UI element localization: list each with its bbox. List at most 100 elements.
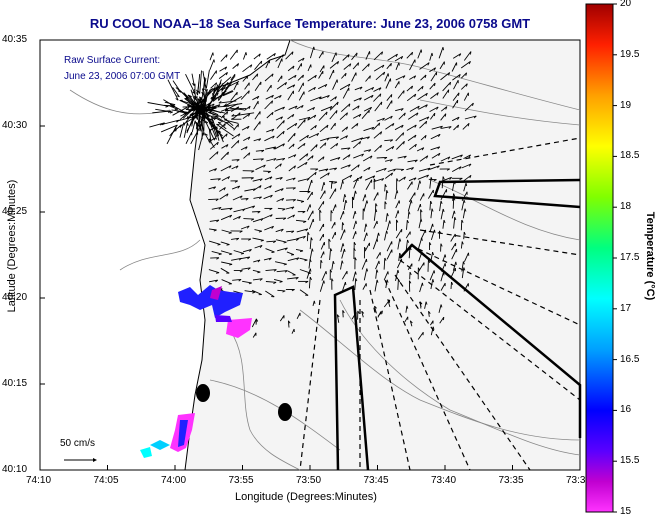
current-vector-head	[397, 279, 401, 283]
current-vector-head	[229, 165, 232, 169]
current-vector	[277, 207, 286, 210]
current-vector	[321, 271, 327, 281]
current-vector-head	[341, 260, 344, 264]
current-vector	[265, 281, 277, 283]
current-vector-head	[328, 238, 331, 242]
current-vector	[252, 278, 263, 281]
current-vector	[395, 132, 405, 142]
current-vector	[254, 111, 261, 120]
current-vector	[329, 181, 338, 183]
current-vector	[319, 94, 330, 100]
current-vector	[342, 154, 351, 160]
x-tick-label: 73:50	[296, 475, 322, 486]
current-vector-head	[347, 54, 350, 58]
current-vector-head	[238, 257, 242, 261]
current-vector	[220, 54, 228, 62]
current-vector-head	[279, 177, 283, 180]
current-vector	[318, 201, 325, 211]
current-vector-head	[192, 83, 195, 86]
current-vector	[218, 82, 233, 101]
current-vector-head	[302, 74, 304, 79]
current-vector	[430, 71, 437, 82]
current-vector	[440, 72, 450, 81]
current-vector	[297, 119, 306, 129]
current-vector	[374, 101, 383, 112]
current-vector	[331, 52, 337, 63]
current-vector-head	[407, 239, 410, 243]
current-vector-head	[368, 149, 372, 153]
current-vector	[365, 179, 373, 191]
current-vector	[342, 87, 350, 99]
current-vector	[265, 269, 277, 272]
current-vector	[320, 137, 330, 142]
current-vector-head	[292, 187, 296, 190]
current-vector	[240, 225, 250, 230]
current-vector-head	[195, 116, 198, 120]
current-vector	[221, 133, 228, 139]
current-vector-head	[337, 61, 340, 65]
current-vector	[209, 219, 219, 222]
current-vector	[440, 156, 451, 162]
current-vector	[440, 113, 447, 121]
current-vector	[306, 232, 309, 242]
current-vector	[452, 74, 461, 81]
current-vector-head	[427, 62, 430, 66]
current-vector-head	[248, 282, 252, 285]
current-vector	[265, 248, 275, 253]
current-vector	[373, 192, 379, 201]
current-vector	[253, 121, 261, 131]
current-vector-head	[229, 106, 233, 109]
current-vector	[372, 238, 378, 250]
current-vector-head	[348, 83, 351, 87]
current-vector	[155, 108, 173, 113]
current-vector	[329, 101, 339, 111]
current-vector-head	[386, 279, 389, 283]
current-vector	[307, 64, 312, 72]
current-vector-head	[313, 300, 316, 304]
current-vector	[287, 90, 294, 101]
current-vector	[394, 56, 403, 62]
current-vector-head	[437, 146, 441, 150]
current-vector	[183, 122, 188, 138]
colorbar-tick-label: 15	[620, 506, 632, 517]
current-vector	[197, 74, 201, 96]
current-vector-head	[384, 157, 388, 160]
current-vector	[297, 74, 304, 81]
current-vector-head	[440, 304, 443, 308]
current-vector	[363, 166, 371, 172]
sst-patches	[140, 285, 252, 458]
current-vector	[339, 112, 348, 121]
current-vector-head	[455, 261, 457, 265]
current-vector	[407, 159, 418, 163]
current-vector-head	[371, 87, 375, 91]
current-vector-head	[437, 165, 440, 169]
current-vector	[298, 82, 304, 93]
current-vector	[460, 241, 463, 249]
current-vector	[407, 181, 413, 190]
current-vector	[384, 230, 388, 241]
current-vector	[220, 241, 230, 246]
current-vector-head	[438, 134, 441, 138]
current-vector	[218, 72, 228, 79]
current-vector-head	[252, 205, 256, 209]
current-vector-head	[420, 218, 423, 222]
x-tick-label: 73:45	[363, 475, 389, 486]
current-vector-head	[224, 123, 226, 127]
current-vector-head	[190, 103, 194, 106]
current-vector	[329, 248, 332, 261]
current-vector	[296, 199, 304, 202]
current-vector-head	[448, 126, 452, 129]
current-vector	[375, 269, 378, 279]
x-tick-label: 73:55	[228, 475, 254, 486]
current-vector	[244, 105, 251, 111]
current-vector	[352, 113, 362, 119]
current-vector	[451, 62, 458, 72]
current-vector-head	[431, 208, 434, 212]
current-vector	[430, 112, 436, 120]
current-vector-head	[292, 84, 296, 88]
current-vector	[242, 75, 249, 82]
current-vector-head	[176, 119, 180, 123]
current-vector-head	[282, 143, 285, 147]
current-vector	[201, 78, 207, 100]
current-vector	[299, 257, 308, 261]
